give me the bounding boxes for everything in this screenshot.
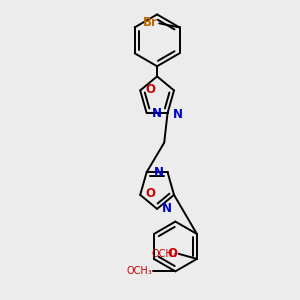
Text: O: O (168, 247, 178, 260)
Text: O: O (145, 83, 155, 96)
Text: OCH₃: OCH₃ (126, 266, 152, 276)
Text: N: N (154, 166, 164, 179)
Text: Br: Br (143, 16, 158, 29)
Text: N: N (152, 106, 162, 120)
Text: O: O (145, 187, 155, 200)
Text: OCH₃: OCH₃ (152, 249, 178, 259)
Text: N: N (162, 202, 172, 215)
Text: N: N (172, 108, 183, 121)
